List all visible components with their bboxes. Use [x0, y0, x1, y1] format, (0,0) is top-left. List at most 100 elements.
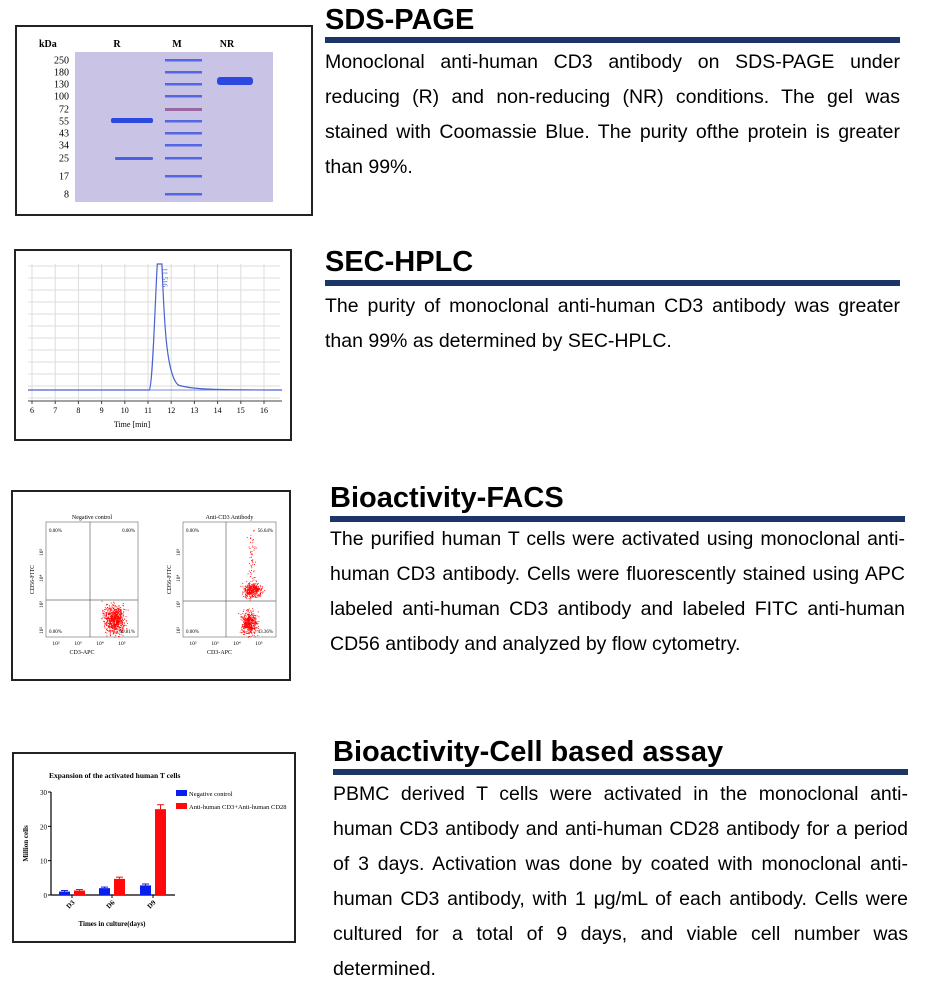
- cell-event: [105, 623, 107, 625]
- cell-event: [112, 628, 114, 630]
- cell-event: [245, 597, 247, 599]
- cell-event: [110, 626, 112, 627]
- cell-event: [251, 553, 253, 555]
- cell-event: [247, 593, 248, 595]
- cell-event: [246, 585, 248, 587]
- cell-event: [255, 630, 257, 632]
- cell-event: [242, 596, 244, 598]
- cell-event: [251, 634, 253, 636]
- cell-event: [125, 616, 127, 617]
- cell-event: [118, 629, 120, 631]
- cell-event: [113, 602, 115, 604]
- cell-event: [110, 618, 112, 619]
- cell-event: [117, 620, 119, 622]
- cell-event: [113, 618, 115, 620]
- cell-event: [123, 626, 125, 628]
- cell-event: [247, 614, 249, 616]
- cell-event: [250, 615, 251, 617]
- cell-event: [116, 627, 117, 629]
- kda-label: 100: [54, 92, 69, 103]
- cell-event: [253, 587, 255, 589]
- cell-event: [251, 627, 253, 629]
- cell-event: [253, 623, 255, 625]
- cell-event: [107, 607, 109, 608]
- cell-event: [246, 633, 247, 634]
- cell-event: [249, 575, 251, 577]
- marker-band: [165, 59, 202, 62]
- cell-event: [250, 630, 252, 632]
- cell-event: [109, 630, 111, 632]
- cell-event: [243, 627, 244, 629]
- cell-event: [259, 589, 261, 591]
- cell-event: [114, 611, 116, 612]
- cell-event: [262, 592, 264, 594]
- cell-event: [250, 570, 252, 571]
- cell-event: [251, 595, 253, 597]
- title-underline: [330, 516, 905, 522]
- cell-event: [115, 628, 117, 630]
- cell-event: [112, 611, 114, 613]
- cell-event: [120, 616, 122, 618]
- cell-event: [254, 587, 256, 588]
- cell-event: [246, 626, 248, 628]
- cell-event: [259, 584, 261, 586]
- cell-event: [104, 614, 106, 616]
- y-tick-label: 10⁵: [39, 549, 45, 557]
- cell-event: [242, 616, 244, 618]
- cell-event: [117, 620, 119, 621]
- cell-event: [119, 615, 121, 617]
- cell-event: [122, 623, 124, 625]
- cell-event: [252, 625, 254, 627]
- cell-event: [118, 622, 120, 624]
- cell-event: [261, 588, 263, 589]
- cell-event: [251, 615, 253, 617]
- cell-event: [255, 580, 257, 582]
- cell-event: [241, 616, 242, 618]
- cell-event: [251, 560, 253, 562]
- cell-event: [248, 626, 250, 628]
- cell-event: [114, 621, 116, 623]
- cell-event: [114, 622, 115, 624]
- cell-event: [116, 623, 118, 625]
- cell-event: [246, 621, 248, 622]
- cell-event: [114, 617, 116, 619]
- cell-event: [117, 624, 119, 626]
- cell-event: [125, 620, 127, 622]
- cell-event: [249, 624, 251, 626]
- cell-event: [116, 612, 118, 614]
- cell-event: [239, 631, 241, 633]
- cell-event: [121, 612, 123, 614]
- cell-event: [115, 618, 117, 620]
- cell-event: [247, 625, 249, 627]
- cell-event: [113, 632, 115, 633]
- cell-event: [112, 621, 114, 623]
- cell-event: [105, 615, 107, 617]
- cell-event: [245, 627, 247, 629]
- cell-event: [246, 591, 248, 593]
- cell-event: [254, 585, 256, 587]
- cell-event: [249, 587, 250, 589]
- cell-event: [103, 626, 105, 627]
- marker-band: [165, 132, 202, 135]
- cell-event: [250, 626, 252, 628]
- cell-event: [252, 592, 254, 594]
- cell-event: [251, 625, 252, 627]
- cell-event: [248, 591, 250, 593]
- marker-band: [165, 193, 202, 196]
- cell-event: [250, 624, 252, 626]
- cell-event: [246, 620, 248, 622]
- x-tick-label: 10: [121, 406, 129, 415]
- cell-event: [114, 614, 116, 616]
- cell-event: [255, 585, 257, 587]
- cell-event: [106, 622, 108, 624]
- cell-event: [117, 622, 119, 624]
- cell-event: [246, 586, 248, 588]
- cell-event: [246, 621, 248, 623]
- cell-event: [241, 627, 243, 629]
- cell-event: [122, 629, 124, 631]
- cell-event: [251, 613, 252, 615]
- cell-event: [110, 616, 112, 618]
- cell-event: [251, 618, 253, 620]
- cell-event: [120, 623, 121, 625]
- cell-event: [116, 632, 117, 634]
